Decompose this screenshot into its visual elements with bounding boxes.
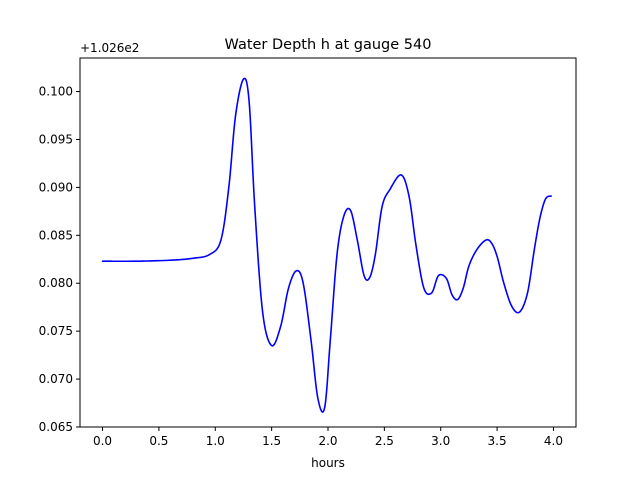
plot-frame [79,57,577,428]
y-tick-label: 0.080 [39,276,73,290]
y-tick-label: 0.085 [39,228,73,242]
y-axis-ticks: 0.065 0.070 0.075 0.080 0.085 0.090 0.095 0.100 [39,85,80,434]
x-tick-label: 0.0 [93,434,112,448]
chart-title: Water Depth h at gauge 540 [225,37,432,53]
y-tick-label: 0.065 [39,420,73,434]
y-tick-label: 0.075 [39,324,73,338]
x-tick-label: 2.0 [318,434,337,448]
series-line [101,77,553,413]
x-tick-label: 3.0 [431,434,450,448]
x-tick-label: 3.5 [488,434,507,448]
x-axis-label: hours [311,456,345,470]
y-tick-label: 0.070 [39,372,73,386]
x-tick-label: 1.0 [206,434,225,448]
x-tick-label: 4.0 [544,434,563,448]
y-tick-label: 0.100 [39,85,73,99]
x-tick-label: 2.5 [375,434,394,448]
y-tick-label: 0.095 [39,132,73,146]
y-offset-label: +1.026e2 [80,41,139,55]
x-tick-label: 0.5 [149,434,168,448]
x-tick-label: 1.5 [262,434,281,448]
x-axis-ticks: 0.0 0.5 1.0 1.5 2.0 2.5 3.0 3.5 4.0 [93,427,563,448]
y-tick-label: 0.090 [39,180,73,194]
